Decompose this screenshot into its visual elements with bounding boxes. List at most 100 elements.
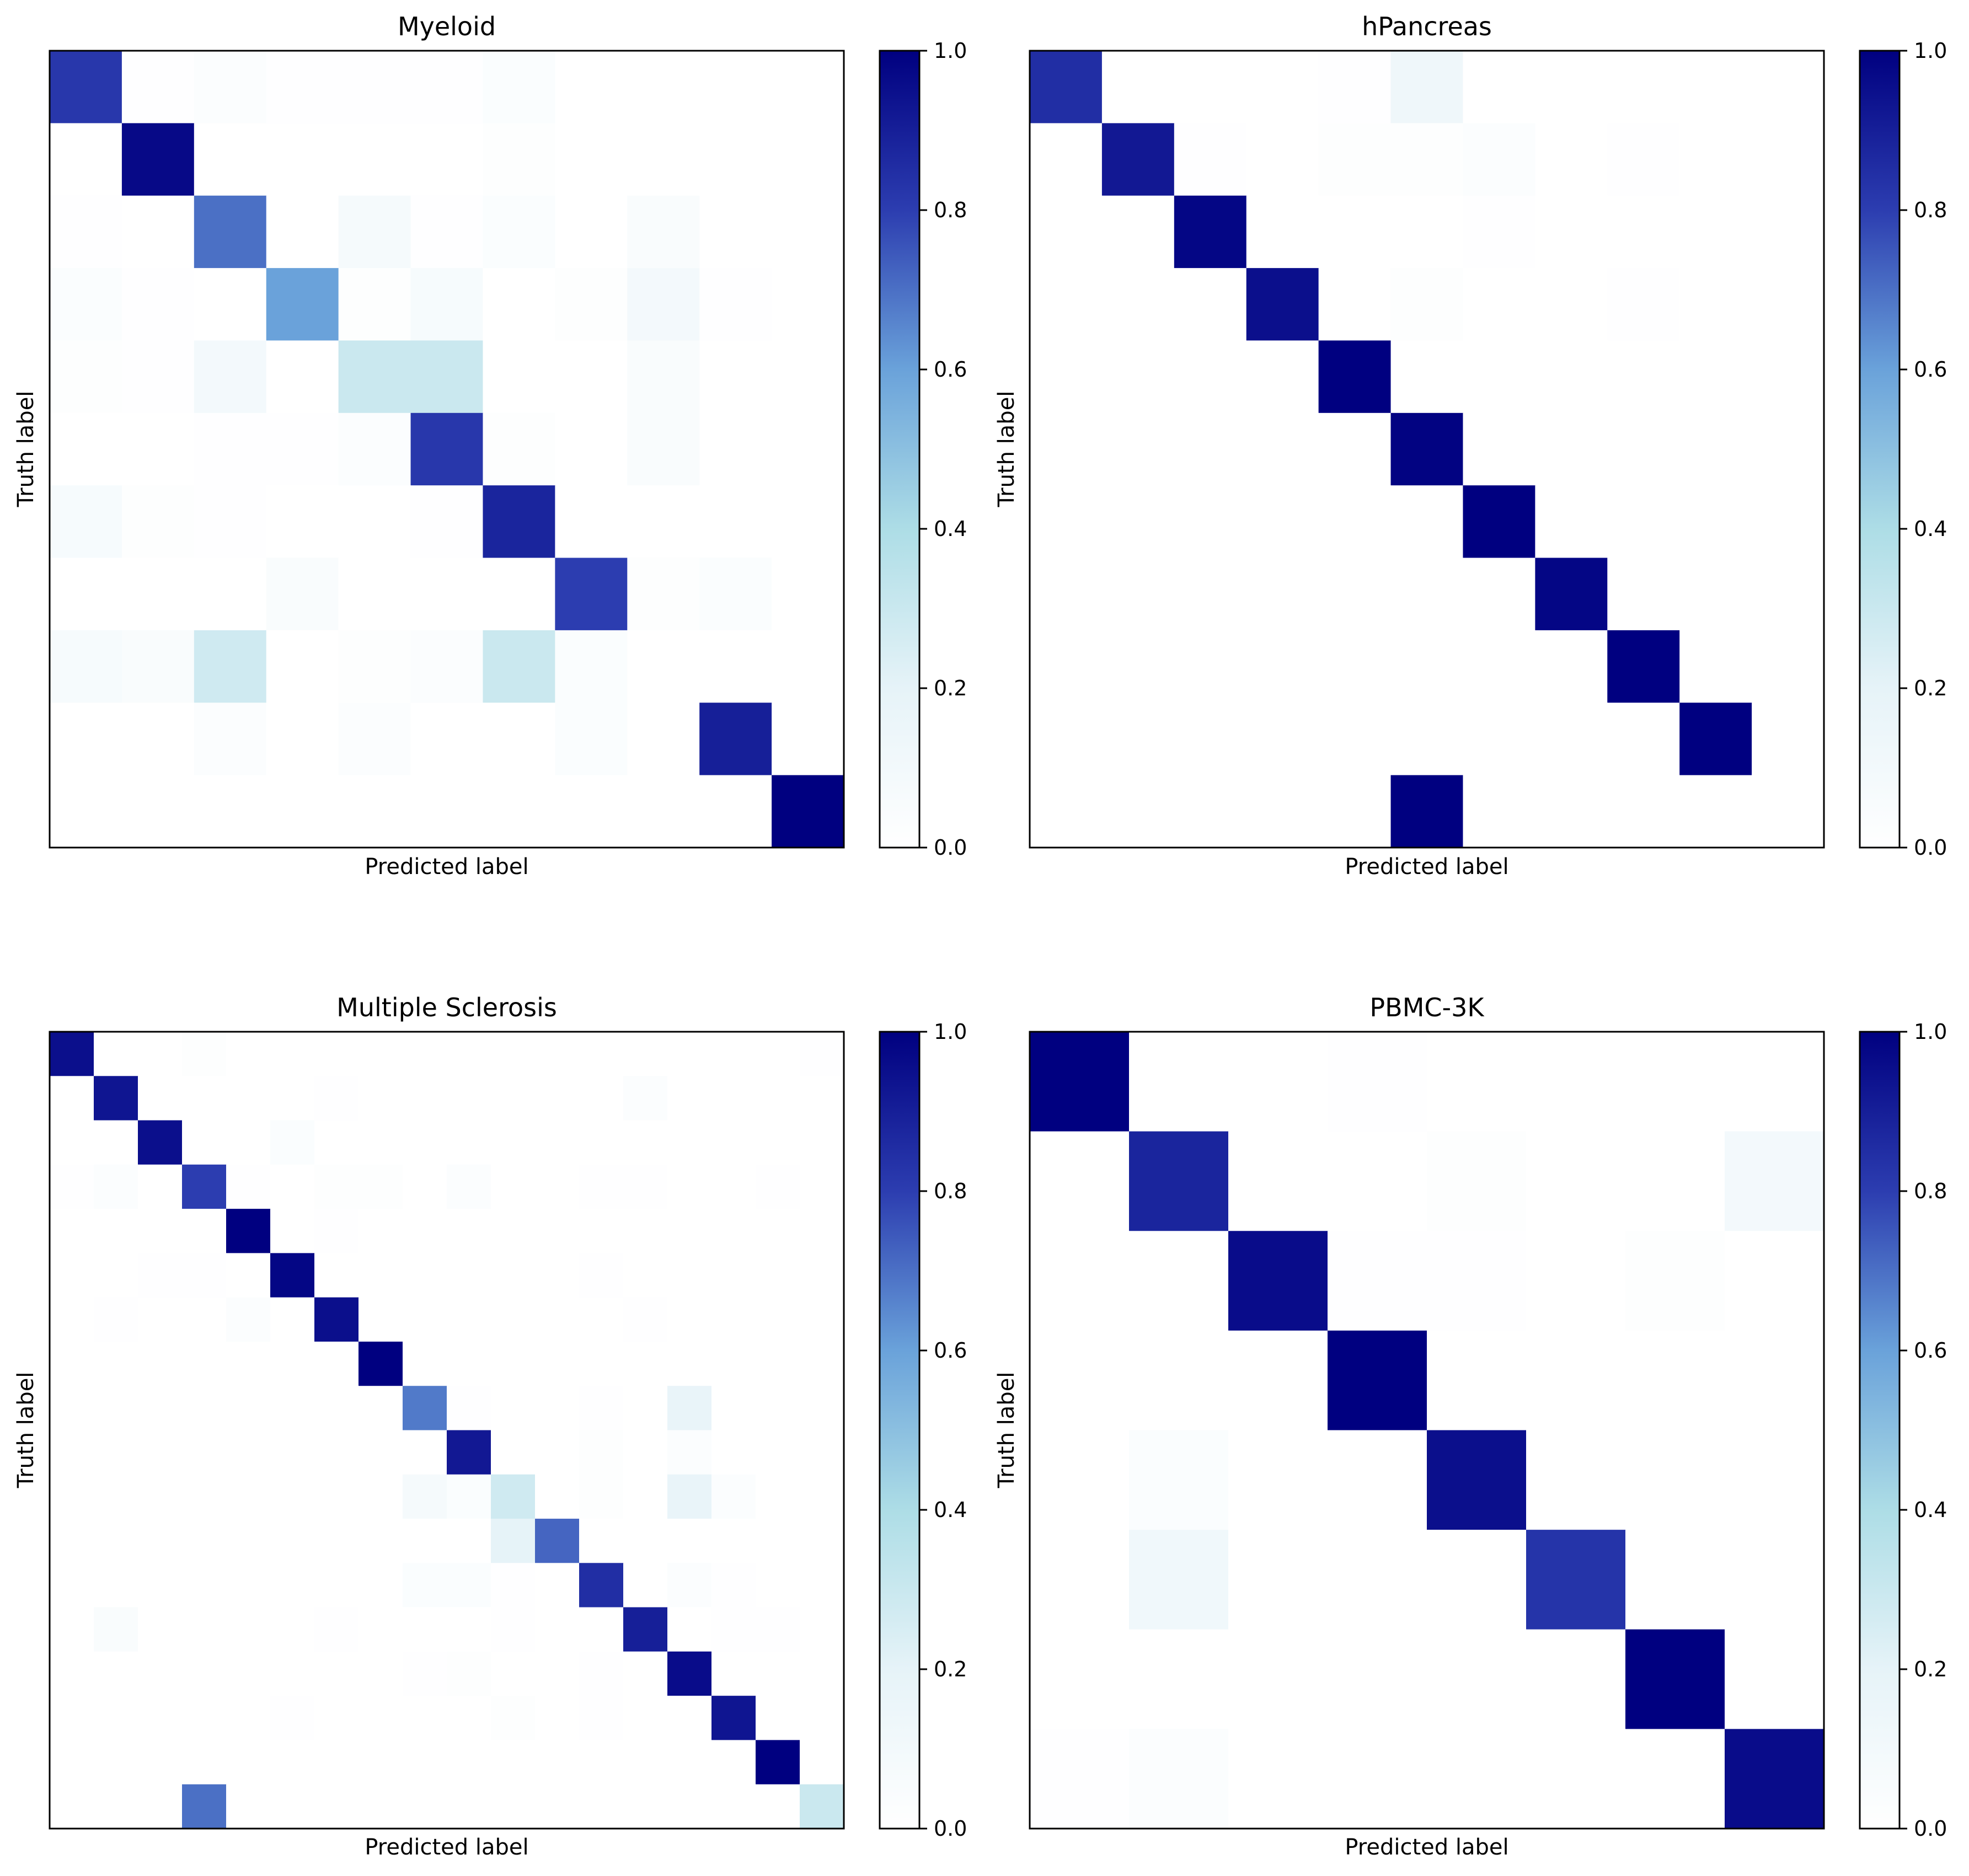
heatmap-cell <box>447 1209 491 1253</box>
heatmap-cell <box>623 1784 668 1829</box>
heatmap-cell <box>1030 1032 1130 1132</box>
heatmap-cell <box>410 775 484 848</box>
heatmap-cell <box>627 195 700 269</box>
heatmap-cell <box>266 630 339 703</box>
heatmap-cell <box>266 558 339 631</box>
heatmap-cell <box>1228 1231 1328 1331</box>
heatmap-cell <box>1607 51 1680 124</box>
heatmap-cell <box>1030 51 1103 124</box>
heatmap-cell <box>579 1474 624 1519</box>
heatmap-cell <box>1526 1629 1626 1729</box>
heatmap-cell <box>1607 123 1680 196</box>
heatmap-cell <box>94 1120 138 1165</box>
heatmap-cell <box>491 1651 536 1696</box>
heatmap-cell <box>50 1164 94 1209</box>
heatmap-cell <box>772 268 844 341</box>
heatmap-cell <box>266 485 339 559</box>
heatmap-cell <box>1679 775 1752 848</box>
heatmap-cell <box>1463 123 1535 196</box>
heatmap-cell <box>535 1164 580 1209</box>
heatmap-cell <box>447 1474 491 1519</box>
heatmap-cell <box>1463 485 1535 559</box>
heatmap-cell <box>535 1032 580 1076</box>
heatmap-cell <box>491 1164 536 1209</box>
heatmap-cell <box>623 1164 668 1209</box>
heatmap-cell <box>194 51 267 124</box>
heatmap-cell <box>772 703 844 776</box>
heatmap-cell <box>50 630 122 703</box>
heatmap-cell <box>711 1209 756 1253</box>
heatmap-cell <box>535 1341 580 1386</box>
heatmap-cell <box>555 558 628 631</box>
heatmap-cell <box>1101 123 1175 196</box>
heatmap-cell <box>1328 1131 1427 1231</box>
heatmap-cell <box>800 1253 844 1298</box>
heatmap-cell <box>226 1297 271 1342</box>
heatmap-cell <box>270 1430 315 1475</box>
heatmap-cell <box>403 1076 447 1121</box>
panel-pbmc-3k: PBMC-3K Predicted label Truth label 0.00… <box>994 993 1947 1860</box>
heatmap-cell <box>1625 1430 1725 1530</box>
heatmap-cell <box>403 1032 447 1076</box>
heatmap-cell <box>270 1076 315 1121</box>
heatmap-cell <box>1030 703 1103 776</box>
heatmap-cell <box>623 1474 668 1519</box>
heatmap-cell <box>491 1607 536 1652</box>
heatmap-cell <box>94 1474 138 1519</box>
plot-frame <box>1029 50 1825 849</box>
heatmap-cell <box>50 1563 94 1608</box>
heatmap-cell <box>1725 1530 1824 1630</box>
heatmap-cell <box>1607 268 1680 341</box>
colorbar-tick-label: 0.8 <box>934 198 967 222</box>
heatmap-cell <box>314 1386 359 1431</box>
x-axis-label: Predicted label <box>1345 1835 1508 1860</box>
heatmap-cell <box>226 1120 271 1165</box>
colorbar-tick-label: 0.0 <box>1914 835 1947 860</box>
heatmap-cell <box>359 1341 403 1386</box>
heatmap-cell <box>1752 340 1824 414</box>
heatmap-cell <box>359 1386 403 1431</box>
heatmap-cell <box>338 630 411 703</box>
heatmap-cell <box>1328 1629 1427 1729</box>
heatmap-cell <box>1427 1530 1527 1630</box>
heatmap-cell <box>1427 1131 1527 1231</box>
heatmap-cell <box>226 1519 271 1563</box>
chart-title: Multiple Sclerosis <box>336 993 557 1022</box>
heatmap-cell <box>1679 340 1752 414</box>
heatmap-cell <box>667 1740 712 1785</box>
heatmap-cell <box>756 1607 800 1652</box>
heatmap-cell <box>94 1164 138 1209</box>
heatmap-cell <box>121 775 195 848</box>
heatmap-cell <box>1228 1330 1328 1431</box>
heatmap-cell <box>1030 412 1103 486</box>
heatmap-cell <box>579 1209 624 1253</box>
heatmap-cell <box>314 1740 359 1785</box>
heatmap-cell <box>182 1784 227 1829</box>
heatmap-cell <box>1030 1330 1130 1431</box>
heatmap-cell <box>623 1341 668 1386</box>
heatmap-cell <box>491 1032 536 1076</box>
heatmap-cell <box>94 1607 138 1652</box>
heatmap-cell <box>1174 412 1247 486</box>
heatmap-cell <box>800 1032 844 1076</box>
heatmap-cell <box>1607 558 1680 631</box>
heatmap-cell <box>491 1740 536 1785</box>
heatmap-cell <box>555 123 628 196</box>
heatmap-cell <box>555 268 628 341</box>
heatmap-cell <box>800 1430 844 1475</box>
heatmap-cell <box>447 1740 491 1785</box>
heatmap-cell <box>772 775 844 848</box>
heatmap-cell <box>138 1607 183 1652</box>
heatmap-cell <box>756 1032 800 1076</box>
heatmap-cell <box>138 1563 183 1608</box>
heatmap-cell <box>1318 630 1392 703</box>
colorbar: 0.0 0.2 0.4 0.6 0.8 1.0 <box>1859 39 1947 860</box>
heatmap-cell <box>1607 775 1680 848</box>
heatmap-cell <box>1390 123 1464 196</box>
heatmap-cell <box>1030 1729 1130 1829</box>
colorbar-gradient <box>1859 50 1901 849</box>
heatmap-cell <box>182 1209 227 1253</box>
heatmap-cell <box>50 123 122 196</box>
heatmap-cell <box>535 1696 580 1741</box>
heatmap-cell <box>266 195 339 269</box>
